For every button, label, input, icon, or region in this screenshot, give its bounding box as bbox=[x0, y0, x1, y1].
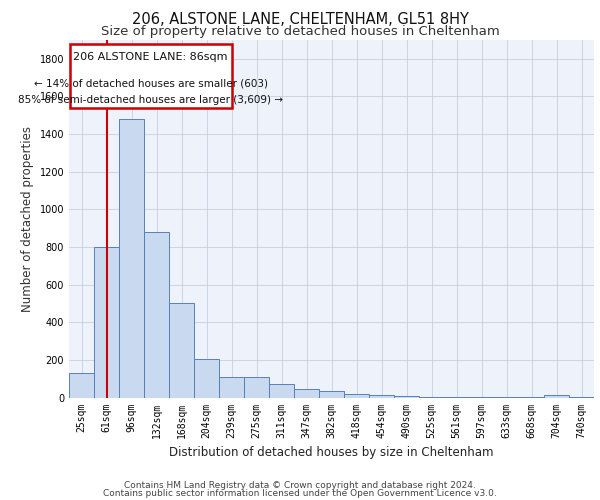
Bar bbox=[69, 373, 94, 398]
Bar bbox=[544, 394, 569, 398]
Bar bbox=[194, 359, 219, 398]
Bar bbox=[419, 396, 444, 398]
Bar bbox=[219, 377, 244, 398]
Text: Contains HM Land Registry data © Crown copyright and database right 2024.: Contains HM Land Registry data © Crown c… bbox=[124, 481, 476, 490]
Bar bbox=[319, 391, 344, 398]
Bar bbox=[144, 232, 169, 398]
Text: Contains public sector information licensed under the Open Government Licence v3: Contains public sector information licen… bbox=[103, 488, 497, 498]
Bar bbox=[469, 396, 494, 398]
Bar bbox=[119, 119, 144, 398]
Text: ← 14% of detached houses are smaller (603): ← 14% of detached houses are smaller (60… bbox=[34, 78, 268, 88]
Y-axis label: Number of detached properties: Number of detached properties bbox=[21, 126, 34, 312]
Bar bbox=[269, 384, 294, 398]
Text: 206 ALSTONE LANE: 86sqm: 206 ALSTONE LANE: 86sqm bbox=[73, 52, 228, 62]
X-axis label: Distribution of detached houses by size in Cheltenham: Distribution of detached houses by size … bbox=[169, 446, 494, 459]
Text: Size of property relative to detached houses in Cheltenham: Size of property relative to detached ho… bbox=[101, 25, 499, 38]
Bar bbox=[394, 396, 419, 398]
Bar bbox=[344, 394, 369, 398]
Bar bbox=[369, 394, 394, 398]
Bar bbox=[94, 247, 119, 398]
Bar bbox=[294, 389, 319, 398]
Bar bbox=[494, 397, 519, 398]
Bar bbox=[519, 397, 544, 398]
Bar bbox=[70, 44, 232, 108]
Bar bbox=[444, 396, 469, 398]
Bar bbox=[569, 397, 594, 398]
Text: 85% of semi-detached houses are larger (3,609) →: 85% of semi-detached houses are larger (… bbox=[18, 94, 283, 104]
Bar bbox=[244, 377, 269, 398]
Text: 206, ALSTONE LANE, CHELTENHAM, GL51 8HY: 206, ALSTONE LANE, CHELTENHAM, GL51 8HY bbox=[131, 12, 469, 28]
Bar bbox=[169, 304, 194, 398]
